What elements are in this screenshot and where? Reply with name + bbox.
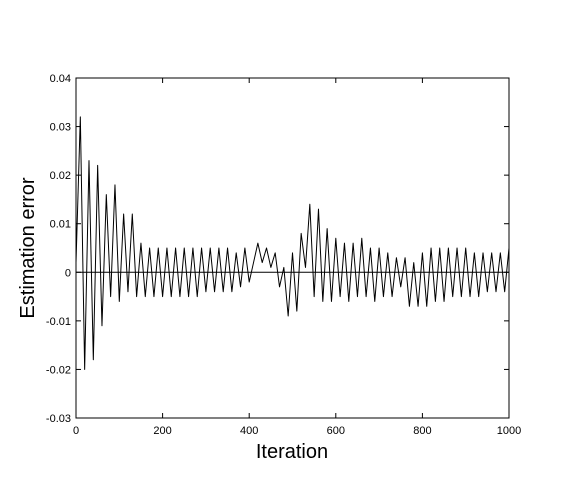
x-tick-label: 600	[327, 425, 345, 437]
y-tick-label: -0.02	[46, 364, 71, 376]
y-tick-label: 0.04	[50, 73, 71, 85]
x-tick-label: 200	[153, 425, 171, 437]
y-tick-label: -0.03	[46, 413, 71, 425]
x-tick-label: 400	[240, 425, 258, 437]
x-tick-label: 1000	[497, 425, 521, 437]
x-tick-label: 0	[73, 425, 79, 437]
y-tick-label: 0.03	[50, 122, 71, 134]
x-axis-label: Iteration	[256, 441, 328, 463]
data-line	[75, 116, 510, 370]
y-axis-label: Estimation error	[17, 177, 39, 318]
y-tick-label: 0	[65, 267, 71, 279]
x-tick-label: 800	[413, 425, 431, 437]
plot-frame	[75, 77, 510, 419]
y-tick-label: -0.01	[46, 316, 71, 328]
y-tick-label: 0.02	[50, 170, 71, 182]
y-tick-label: 0.01	[50, 219, 71, 231]
